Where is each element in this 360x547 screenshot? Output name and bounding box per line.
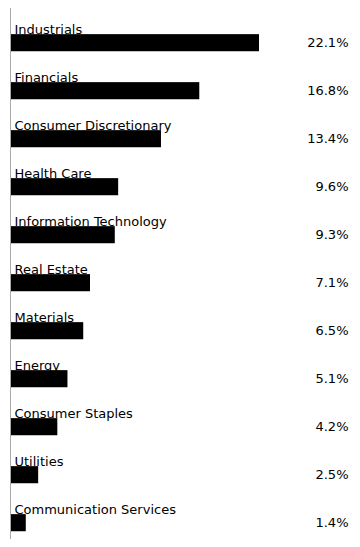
svg-text:Materials: Materials: [15, 310, 75, 325]
svg-text:13.4%: 13.4%: [307, 131, 348, 146]
svg-text:Information Technology: Information Technology: [15, 214, 168, 229]
svg-text:Financials: Financials: [15, 70, 79, 85]
svg-text:22.1%: 22.1%: [307, 35, 348, 50]
svg-text:1.4%: 1.4%: [315, 515, 348, 530]
svg-text:9.3%: 9.3%: [315, 227, 348, 242]
svg-text:Industrials: Industrials: [15, 22, 83, 37]
svg-text:Real Estate: Real Estate: [15, 262, 88, 277]
svg-text:7.1%: 7.1%: [315, 275, 348, 290]
svg-text:Consumer Staples: Consumer Staples: [15, 406, 134, 421]
svg-text:16.8%: 16.8%: [307, 83, 348, 98]
svg-text:4.2%: 4.2%: [315, 419, 348, 434]
svg-text:Health Care: Health Care: [15, 166, 92, 181]
svg-text:Communication Services: Communication Services: [15, 502, 177, 517]
svg-text:Energy: Energy: [15, 358, 61, 373]
svg-text:9.6%: 9.6%: [315, 179, 348, 194]
svg-text:5.1%: 5.1%: [315, 371, 348, 386]
svg-text:6.5%: 6.5%: [315, 323, 348, 338]
svg-text:Utilities: Utilities: [15, 454, 64, 469]
svg-text:Consumer Discretionary: Consumer Discretionary: [15, 118, 172, 133]
svg-text:2.5%: 2.5%: [315, 467, 348, 482]
